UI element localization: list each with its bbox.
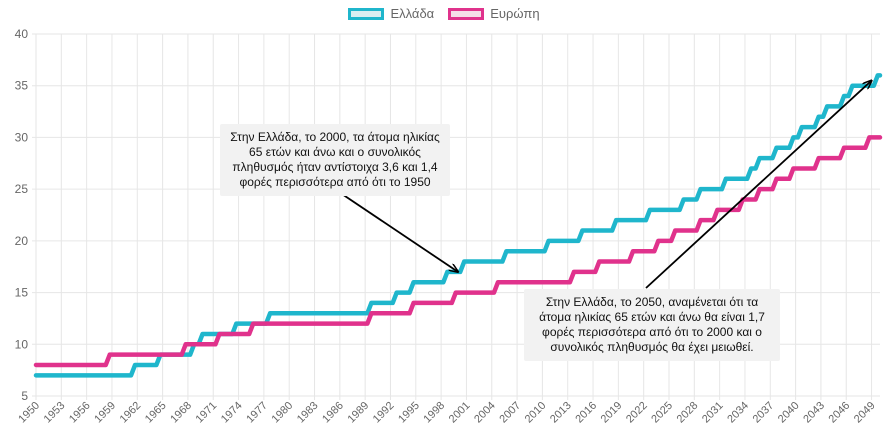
y-tick-label: 30 <box>15 130 29 144</box>
arrow-2000 <box>335 189 458 272</box>
x-tick-label: 1965 <box>143 400 169 426</box>
x-tick-label: 2013 <box>548 400 574 426</box>
x-tick-label: 2016 <box>573 400 599 426</box>
x-tick-label: 1962 <box>118 400 144 426</box>
annotation-2050: Στην Ελλάδα, το 2050, αναμένεται ότι τα … <box>524 289 780 361</box>
x-tick-label: 1950 <box>16 400 42 426</box>
x-axis-ticks: 1950 1953 1956 1959 1962 1965 1968 1971 1974 1977… <box>16 400 877 426</box>
annotation-2000: Στην Ελλάδα, το 2000, τα άτομα ηλικίας 6… <box>220 124 450 196</box>
x-tick-label: 1956 <box>67 400 93 426</box>
x-tick-label: 1986 <box>320 400 346 426</box>
x-tick-label: 2031 <box>700 400 726 426</box>
x-tick-label: 2049 <box>852 400 878 426</box>
arrow-2050 <box>645 81 872 289</box>
y-tick-label: 20 <box>15 234 29 248</box>
legend-swatch-europe <box>448 7 485 20</box>
x-tick-label: 1980 <box>270 400 296 426</box>
x-tick-label: 2001 <box>447 400 473 426</box>
y-axis-ticks: 5 10 15 20 25 30 35 40 <box>15 27 29 403</box>
x-tick-label: 2025 <box>649 400 675 426</box>
x-tick-label: 1992 <box>371 400 397 426</box>
x-tick-label: 1995 <box>396 400 422 426</box>
x-tick-label: 1953 <box>42 400 68 426</box>
y-tick-label: 25 <box>15 182 29 196</box>
legend-item-europe[interactable]: Ευρώπη <box>448 6 540 21</box>
x-tick-label: 2037 <box>751 400 777 426</box>
x-tick-label: 2007 <box>497 400 523 426</box>
x-tick-label: 1989 <box>345 400 371 426</box>
x-tick-label: 2004 <box>472 400 498 426</box>
x-tick-label: 1974 <box>219 400 245 426</box>
x-tick-label: 1977 <box>244 400 270 426</box>
x-tick-label: 2046 <box>827 400 853 426</box>
x-tick-label: 1971 <box>194 400 220 426</box>
x-tick-label: 2028 <box>675 400 701 426</box>
y-tick-label: 35 <box>15 79 29 93</box>
x-tick-label: 2043 <box>801 400 827 426</box>
series-line-greece <box>33 73 883 378</box>
legend-item-greece[interactable]: Ελλάδα <box>348 6 434 21</box>
y-tick-label: 40 <box>15 27 29 41</box>
x-tick-label: 2034 <box>725 400 751 426</box>
annotation-arrows <box>335 81 872 289</box>
legend-swatch-greece <box>348 7 385 20</box>
x-tick-label: 2019 <box>599 400 625 426</box>
y-tick-label: 10 <box>15 337 29 351</box>
series-lines <box>33 73 883 378</box>
x-tick-label: 1983 <box>295 400 321 426</box>
x-tick-label: 2022 <box>624 400 650 426</box>
x-tick-label: 2010 <box>523 400 549 426</box>
x-tick-label: 1959 <box>92 400 118 426</box>
x-tick-label: 1968 <box>168 400 194 426</box>
y-tick-label: 15 <box>15 286 29 300</box>
x-tick-label: 1998 <box>421 400 447 426</box>
legend-label-greece: Ελλάδα <box>390 6 435 21</box>
legend-label-europe: Ευρώπη <box>490 6 540 21</box>
y-tick-label: 5 <box>21 389 28 403</box>
x-tick-label: 2040 <box>776 400 802 426</box>
series-line-europe <box>33 135 883 368</box>
legend: Ελλάδα Ευρώπη <box>0 6 888 21</box>
